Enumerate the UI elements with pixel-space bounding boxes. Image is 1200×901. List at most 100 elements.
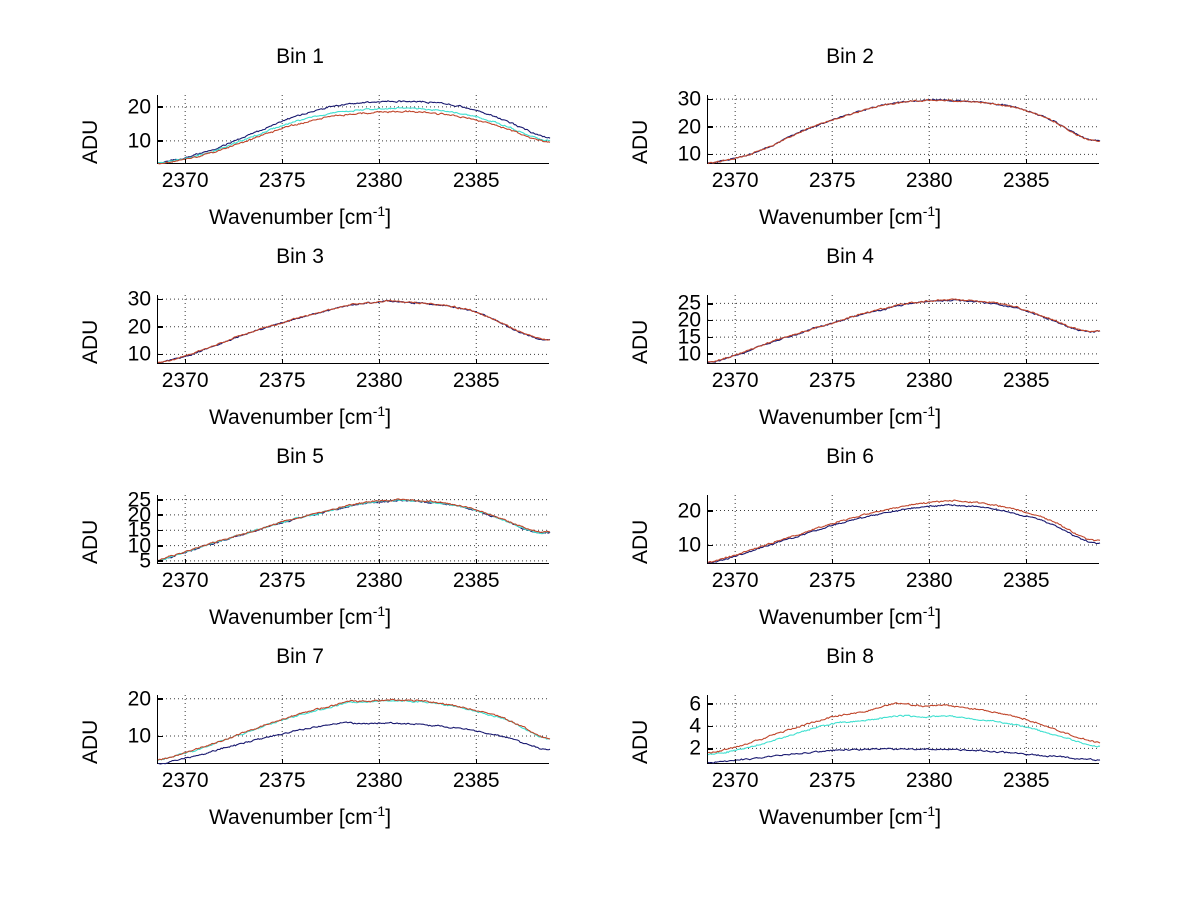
x-tick-mark bbox=[831, 359, 834, 364]
y-tick-label: 6 bbox=[689, 692, 701, 716]
y-tick-mark bbox=[158, 514, 163, 517]
x-tick-mark bbox=[281, 559, 284, 564]
panel-title: Bin 5 bbox=[276, 445, 324, 468]
x-axis-label: Wavenumber [cm-1] bbox=[758, 403, 942, 429]
x-tick-mark bbox=[734, 559, 737, 564]
panel-title: Bin 4 bbox=[826, 245, 874, 268]
x-tick-label: 2370 bbox=[711, 769, 759, 792]
y-tick-label: 4 bbox=[689, 714, 701, 738]
x-tick-label: 2370 bbox=[711, 569, 759, 592]
trace-orange bbox=[707, 702, 1101, 754]
y-axis-label: ADU bbox=[79, 519, 102, 564]
y-axis-label: ADU bbox=[629, 119, 652, 164]
x-tick-mark bbox=[378, 359, 381, 364]
y-tick-mark bbox=[158, 698, 163, 700]
x-tick-mark bbox=[475, 559, 478, 564]
plot-area: 10 20 2370 2375 2380 2385 bbox=[678, 495, 1101, 592]
y-tick-label: 20 bbox=[127, 95, 151, 119]
x-tick-mark bbox=[734, 759, 737, 764]
x-tick-mark bbox=[475, 359, 478, 364]
x-tick-mark bbox=[475, 159, 478, 164]
y-tick-mark bbox=[708, 353, 713, 355]
plot-area: 10 20 2370 2375 2380 2385 bbox=[128, 688, 551, 792]
y-tick-mark bbox=[158, 735, 163, 738]
x-tick-mark bbox=[1025, 759, 1028, 764]
y-axis-label: ADU bbox=[629, 319, 652, 364]
panel-bin-3: Bin 3 ADU 10 20 30 2370 2375 2380 2385 Wavenumber… bbox=[50, 245, 551, 445]
y-tick-mark bbox=[158, 353, 163, 356]
plot-svg bbox=[707, 95, 1101, 165]
y-tick-label: 10 bbox=[677, 533, 701, 557]
trace-cyan bbox=[157, 699, 551, 761]
x-tick-label: 2370 bbox=[711, 369, 759, 392]
x-axis-label: Wavenumber [cm-1] bbox=[758, 803, 942, 829]
panel-bin-7: Bin 7 ADU 10 20 2370 2375 2380 2385 Wavenumber [… bbox=[50, 645, 551, 845]
y-axis-label: ADU bbox=[79, 119, 102, 164]
x-tick-mark bbox=[378, 759, 381, 764]
plot-svg bbox=[157, 95, 551, 165]
plot-svg bbox=[157, 495, 551, 564]
x-tick-mark bbox=[184, 759, 187, 764]
x-tick-label: 2385 bbox=[1002, 369, 1050, 392]
trace-orange bbox=[157, 110, 551, 165]
trace-cyan bbox=[157, 106, 551, 164]
x-tick-mark bbox=[1025, 359, 1028, 364]
x-tick-label: 2380 bbox=[905, 569, 953, 592]
trace-navy bbox=[157, 299, 551, 364]
trace-orange bbox=[707, 98, 1101, 165]
y-axis-label: ADU bbox=[79, 719, 102, 764]
y-tick-mark bbox=[708, 510, 713, 512]
x-tick-label: 2375 bbox=[808, 169, 856, 192]
x-tick-label: 2375 bbox=[258, 369, 306, 392]
x-axis-label: Wavenumber [cm-1] bbox=[208, 403, 392, 429]
x-axis-label: Wavenumber [cm-1] bbox=[208, 803, 392, 829]
y-tick-label: 30 bbox=[127, 287, 151, 311]
x-tick-label: 2385 bbox=[452, 569, 500, 592]
panel-bin-6: Bin 6 ADU 10 20 2370 2375 2380 2385 Wavenumber [… bbox=[600, 445, 1101, 645]
plot-svg bbox=[157, 295, 551, 364]
x-tick-mark bbox=[1025, 559, 1028, 564]
trace-orange bbox=[157, 698, 551, 761]
x-axis-label: Wavenumber [cm-1] bbox=[758, 603, 942, 629]
x-tick-mark bbox=[184, 159, 187, 164]
trace-orange bbox=[157, 299, 551, 364]
y-tick-label: 10 bbox=[677, 342, 701, 366]
gridlines bbox=[158, 95, 550, 164]
x-tick-mark bbox=[831, 759, 834, 764]
x-tick-label: 2380 bbox=[905, 169, 953, 192]
gridlines bbox=[708, 495, 1100, 564]
panel-bin-2: Bin 2 ADU 10 20 30 2370 2375 2380 2385 Wavenumber… bbox=[600, 45, 1101, 245]
x-tick-label: 2375 bbox=[258, 569, 306, 592]
y-tick-mark bbox=[158, 529, 163, 532]
gridlines bbox=[158, 495, 550, 564]
y-tick-label: 20 bbox=[677, 499, 701, 523]
x-tick-label: 2375 bbox=[808, 569, 856, 592]
gridlines bbox=[158, 695, 550, 764]
plot-area: 5 10 15 20 25 2370 2375 2380 2385 bbox=[128, 489, 551, 592]
y-axis-label: ADU bbox=[79, 319, 102, 364]
trace-navy bbox=[707, 98, 1101, 164]
x-tick-label: 2385 bbox=[1002, 569, 1050, 592]
plot-area: 10 20 30 2370 2375 2380 2385 bbox=[678, 89, 1101, 192]
y-tick-label: 10 bbox=[127, 724, 151, 748]
y-tick-mark bbox=[708, 336, 713, 339]
trace-orange bbox=[157, 498, 551, 561]
y-tick-mark bbox=[158, 545, 163, 547]
x-tick-mark bbox=[475, 759, 478, 764]
x-axis-label: Wavenumber [cm-1] bbox=[758, 203, 942, 229]
y-tick-label: 10 bbox=[127, 534, 151, 558]
x-tick-mark bbox=[281, 759, 284, 764]
y-tick-label: 20 bbox=[127, 315, 151, 339]
x-tick-mark bbox=[378, 159, 381, 164]
x-tick-mark bbox=[928, 159, 931, 164]
x-tick-label: 2375 bbox=[258, 169, 306, 192]
x-tick-mark bbox=[378, 559, 381, 564]
y-tick-mark bbox=[708, 703, 713, 705]
x-tick-mark bbox=[831, 559, 834, 564]
y-tick-mark bbox=[708, 725, 713, 728]
x-tick-label: 2370 bbox=[161, 569, 209, 592]
x-tick-mark bbox=[928, 359, 931, 364]
x-tick-mark bbox=[928, 759, 931, 764]
y-axis-label: ADU bbox=[629, 719, 652, 764]
